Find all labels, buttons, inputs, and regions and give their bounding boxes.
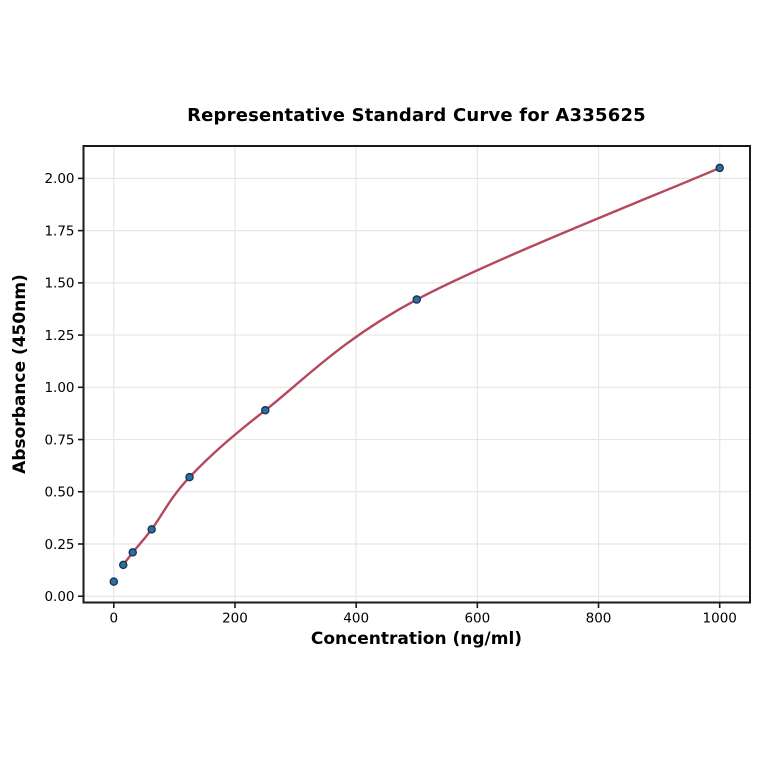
y-tick-label: 0.25 (44, 537, 74, 553)
x-tick-label: 0 (109, 611, 118, 627)
axes-spines (82, 145, 751, 604)
y-tick-label: 0.50 (44, 485, 74, 501)
data-point (261, 406, 270, 415)
chart-title: Representative Standard Curve for A33562… (187, 105, 646, 126)
y-tick-label: 1.50 (44, 276, 74, 292)
y-tick-label: 1.75 (44, 223, 74, 239)
data-point (715, 163, 724, 173)
y-tick-label: 2.00 (44, 171, 74, 187)
x-tick-label: 200 (222, 611, 248, 627)
data-point (119, 560, 128, 570)
x-tick-label: 800 (586, 611, 612, 627)
data-point (185, 472, 194, 482)
y-tick-label: 0.00 (44, 589, 74, 605)
x-axis-label: Concentration (ng/ml) (310, 629, 523, 649)
fit-curve (122, 166, 721, 567)
y-tick-label: 0.75 (44, 432, 74, 448)
data-point (147, 525, 156, 534)
x-tick-label: 400 (343, 611, 369, 627)
data-point (412, 295, 421, 304)
y-tick-label: 1.00 (44, 380, 74, 396)
data-point (109, 577, 119, 586)
y-tick-label: 1.25 (44, 328, 74, 344)
data-point (128, 548, 137, 557)
x-tick-label: 600 (464, 611, 490, 627)
x-tick-label: 1000 (703, 611, 737, 627)
